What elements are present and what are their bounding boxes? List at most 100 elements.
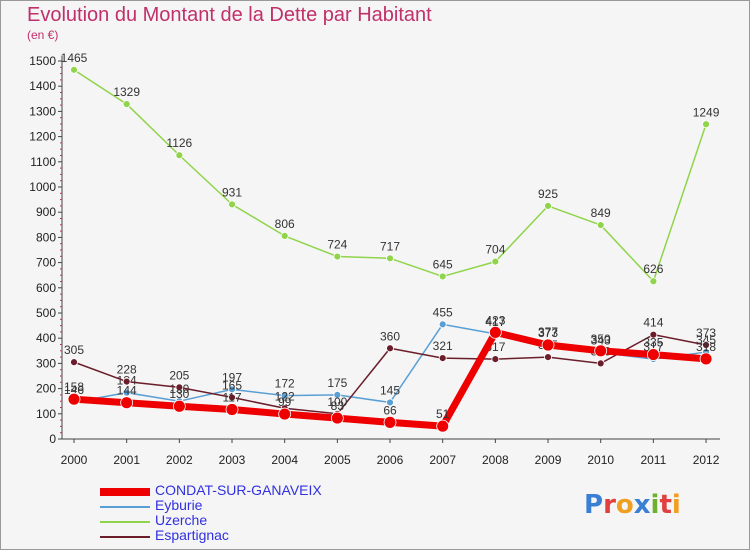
data-label-uzerche: 931 <box>222 185 242 199</box>
x-tick-label: 2008 <box>482 453 509 467</box>
data-point-condat-sur-ganaveix <box>541 338 555 352</box>
data-point-condat-sur-ganaveix <box>67 392 81 406</box>
data-point-espartignac <box>386 344 394 353</box>
data-label-espartignac: 373 <box>696 326 716 340</box>
data-label-uzerche: 717 <box>380 239 400 253</box>
data-label-condat-sur-ganaveix: 318 <box>696 340 716 354</box>
data-label-uzerche: 704 <box>485 243 505 257</box>
data-label-uzerche: 626 <box>643 262 663 276</box>
data-point-espartignac <box>438 354 447 363</box>
y-tick-label: 400 <box>36 331 56 345</box>
data-point-condat-sur-ganaveix <box>699 352 713 366</box>
x-tick-label: 2000 <box>61 453 88 467</box>
x-tick-label: 2003 <box>219 453 246 467</box>
y-tick-label: 1400 <box>29 79 56 93</box>
data-point-eyburie <box>228 385 236 394</box>
y-tick-label: 1200 <box>29 130 56 144</box>
y-tick-label: 1000 <box>29 180 56 194</box>
data-label-uzerche: 645 <box>433 257 453 271</box>
data-label-espartignac: 100 <box>327 395 347 409</box>
data-label-espartignac: 165 <box>222 378 242 392</box>
legend-label-uzerche: Uzerche <box>155 512 208 528</box>
data-point-eyburie <box>122 388 131 397</box>
data-label-eyburie: 377 <box>538 325 558 339</box>
data-point-uzerche <box>702 120 710 129</box>
data-point-eyburie <box>280 391 289 400</box>
y-tick-label: 800 <box>36 230 56 244</box>
data-label-condat-sur-ganaveix: 144 <box>117 384 137 398</box>
y-tick-label: 0 <box>49 432 56 446</box>
x-tick-label: 2010 <box>587 453 614 467</box>
data-point-condat-sur-ganaveix <box>646 348 660 361</box>
x-tick-label: 2011 <box>640 453 666 467</box>
y-tick-label: 200 <box>36 382 56 396</box>
legend-label-espartignac: Espartignac <box>155 527 229 543</box>
data-label-eyburie: 146 <box>64 383 84 397</box>
data-point-condat-sur-ganaveix <box>120 396 134 410</box>
legend-swatch-espartignac <box>100 536 150 538</box>
data-label-espartignac: 321 <box>433 339 453 353</box>
data-label-espartignac: 305 <box>64 343 84 357</box>
x-tick-label: 2006 <box>377 453 404 467</box>
y-tick-label: 900 <box>36 205 56 219</box>
data-point-uzerche <box>228 200 236 209</box>
data-point-uzerche <box>386 254 394 263</box>
legend-swatch-eyburie <box>100 506 150 508</box>
data-point-eyburie <box>438 320 447 329</box>
chart-title: Evolution du Montant de la Dette par Hab… <box>27 4 432 26</box>
data-point-uzerche <box>333 252 342 261</box>
data-point-condat-sur-ganaveix <box>278 407 292 421</box>
data-point-espartignac <box>491 355 500 364</box>
data-point-uzerche <box>280 231 289 240</box>
data-point-uzerche <box>122 100 131 108</box>
data-point-espartignac <box>649 330 658 339</box>
data-label-espartignac: 122 <box>275 389 295 403</box>
legend-swatch-uzerche <box>100 521 150 523</box>
data-point-espartignac <box>596 359 605 368</box>
data-point-condat-sur-ganaveix <box>594 344 608 358</box>
data-label-condat-sur-ganaveix: 158 <box>64 380 84 394</box>
data-point-condat-sur-ganaveix <box>172 399 186 413</box>
legend-label-condat-sur-ganaveix: CONDAT-SUR-GANAVEIX <box>155 482 322 498</box>
data-label-uzerche: 724 <box>327 238 347 252</box>
data-label-espartignac: 414 <box>643 316 663 330</box>
data-point-condat-sur-ganaveix <box>436 419 450 433</box>
legend-swatch-condat-sur-ganaveix <box>100 488 150 496</box>
data-label-uzerche: 1249 <box>693 105 720 119</box>
data-label-uzerche: 849 <box>591 206 611 220</box>
data-point-condat-sur-ganaveix <box>225 403 239 416</box>
chart-unit: (en €) <box>27 28 59 42</box>
data-point-espartignac <box>544 353 552 362</box>
data-label-condat-sur-ganaveix: 99 <box>278 395 292 409</box>
data-label-condat-sur-ganaveix: 51 <box>436 407 450 421</box>
data-label-uzerche: 1465 <box>61 51 88 65</box>
data-label-espartignac: 360 <box>380 329 400 343</box>
data-label-condat-sur-ganaveix: 130 <box>169 387 189 401</box>
data-label-uzerche: 1126 <box>166 136 192 150</box>
data-point-espartignac <box>228 393 236 402</box>
x-tick-label: 2001 <box>113 453 140 467</box>
data-label-uzerche: 806 <box>275 217 295 231</box>
data-point-eyburie <box>333 390 342 399</box>
data-label-condat-sur-ganaveix: 335 <box>643 336 663 350</box>
data-point-espartignac <box>122 377 131 386</box>
y-tick-label: 100 <box>36 407 56 421</box>
legend-label-eyburie: Eyburie <box>155 497 203 513</box>
y-tick-label: 1100 <box>30 155 56 169</box>
data-point-condat-sur-ganaveix <box>330 411 344 425</box>
data-label-eyburie: 145 <box>380 383 400 397</box>
y-tick-label: 1300 <box>29 104 56 118</box>
data-point-uzerche <box>175 151 184 160</box>
data-point-uzerche <box>438 272 447 281</box>
proxiti-logo: Proxiti <box>584 490 681 520</box>
x-tick-label: 2004 <box>271 453 298 467</box>
data-label-condat-sur-ganaveix: 66 <box>383 403 397 417</box>
data-label-condat-sur-ganaveix: 83 <box>331 399 345 413</box>
y-tick-label: 700 <box>36 256 56 270</box>
data-label-espartignac: 205 <box>169 368 189 382</box>
y-tick-label: 300 <box>36 356 56 370</box>
data-point-uzerche <box>544 201 552 210</box>
data-label-uzerche: 1329 <box>113 85 140 99</box>
data-point-condat-sur-ganaveix <box>383 415 397 429</box>
